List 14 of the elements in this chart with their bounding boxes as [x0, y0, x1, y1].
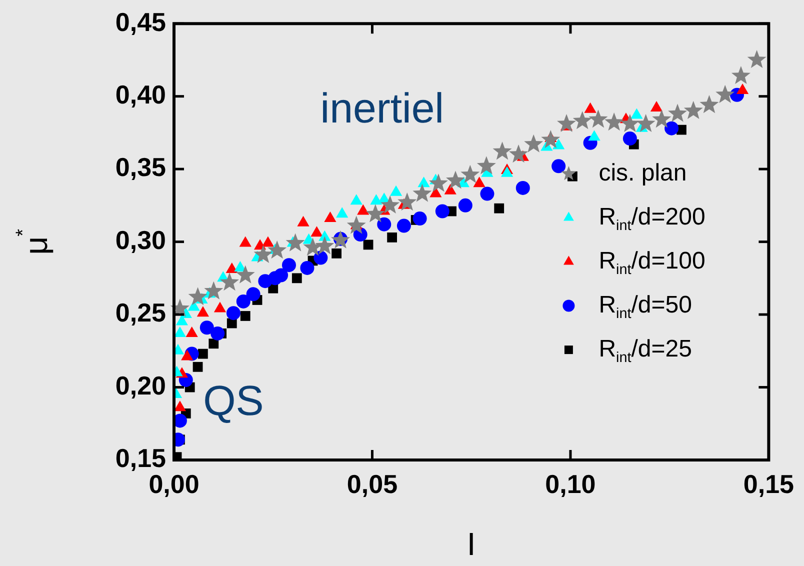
y-axis-title: μ*	[12, 228, 54, 255]
y-tick-label: 0,20	[115, 370, 166, 400]
x-axis-title: I	[466, 526, 476, 562]
y-tick-label: 0,45	[115, 6, 166, 37]
x-tick-label: 0,05	[346, 468, 398, 499]
legend-label: cis. plan	[598, 159, 687, 186]
y-tick-label: 0,30	[115, 224, 166, 255]
y-tick-label: 0,25	[115, 298, 166, 328]
x-tick-label: 0,10	[545, 468, 596, 499]
y-tick-label: 0,35	[115, 152, 166, 182]
annotation: inertiel	[320, 84, 444, 132]
annotation: QS	[203, 376, 264, 424]
x-tick-label: 0,15	[743, 468, 794, 499]
y-tick-label: 0,40	[115, 80, 166, 110]
